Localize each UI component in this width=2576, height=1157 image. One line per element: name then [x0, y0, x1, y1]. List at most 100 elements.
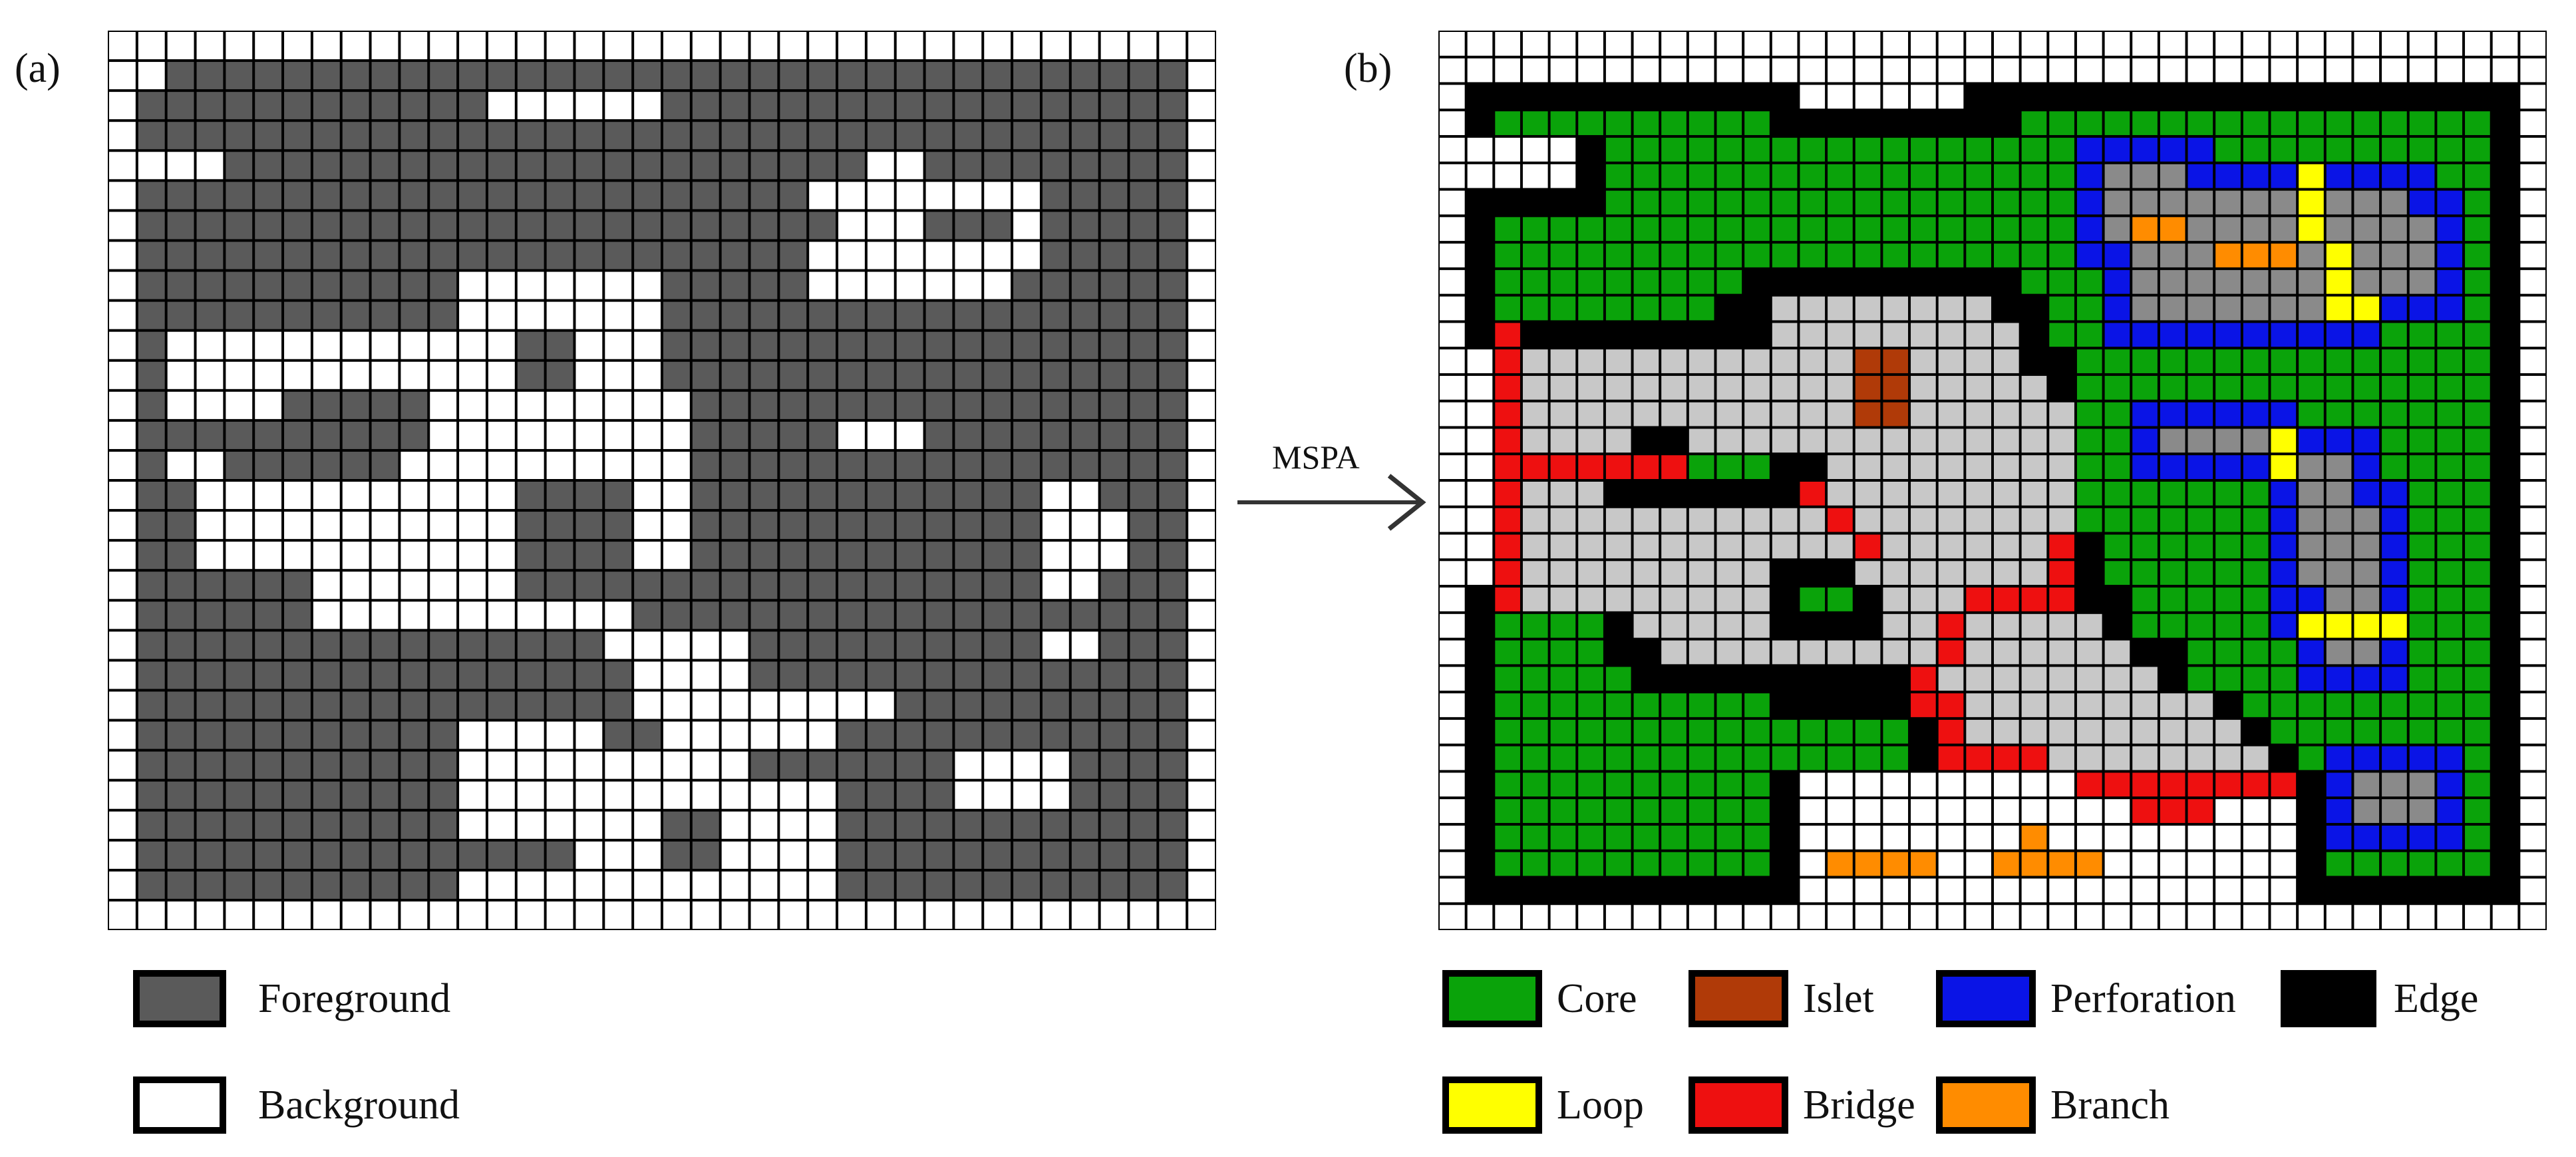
grid-cell	[955, 271, 982, 299]
grid-cell	[371, 691, 399, 719]
grid-cell	[2326, 613, 2352, 638]
grid-cell	[430, 391, 457, 419]
grid-cell	[196, 92, 224, 120]
grid-cell	[2492, 719, 2518, 744]
grid-cell	[2382, 799, 2407, 823]
grid-cell	[1495, 508, 1520, 532]
grid-cell	[692, 841, 719, 869]
grid-cell	[1495, 719, 1520, 744]
grid-cell	[2465, 217, 2490, 242]
grid-cell	[1188, 631, 1215, 659]
grid-cell	[1661, 164, 1687, 188]
grid-cell	[342, 242, 369, 269]
grid-cell	[2132, 375, 2158, 400]
grid-cell	[546, 542, 573, 570]
grid-cell	[1013, 841, 1040, 869]
grid-cell	[109, 811, 136, 839]
grid-cell	[1440, 58, 1465, 83]
grid-cell	[2104, 455, 2130, 479]
grid-cell	[721, 451, 748, 479]
grid-cell	[1467, 111, 1493, 136]
grid-cell	[1495, 455, 1520, 479]
grid-cell	[488, 631, 515, 659]
grid-cell	[1828, 323, 1853, 347]
grid-cell	[1578, 164, 1603, 188]
grid-cell	[2049, 58, 2074, 83]
grid-cell	[692, 271, 719, 299]
grid-cell	[663, 482, 690, 510]
grid-cell	[2215, 428, 2241, 453]
grid-cell	[109, 841, 136, 869]
grid-cell	[401, 691, 428, 719]
grid-cell	[2132, 84, 2158, 109]
foreground-background-grid	[108, 31, 1216, 930]
grid-cell	[809, 182, 836, 210]
grid-cell	[2021, 190, 2047, 215]
grid-cell	[1800, 799, 1826, 823]
grid-cell	[2187, 693, 2213, 717]
grid-cell	[1042, 781, 1069, 809]
grid-cell	[2160, 138, 2185, 162]
grid-cell	[1188, 391, 1215, 419]
grid-cell	[1800, 217, 1826, 242]
grid-cell	[1883, 375, 1909, 400]
grid-cell	[1550, 693, 1576, 717]
grid-cell	[1744, 482, 1770, 506]
grid-cell	[2299, 508, 2324, 532]
grid-cell	[2354, 217, 2380, 242]
grid-cell	[2215, 878, 2241, 903]
grid-cell	[1100, 482, 1128, 510]
grid-cell	[1042, 242, 1069, 269]
grid-cell	[1966, 825, 1991, 850]
grid-cell	[1495, 667, 1520, 691]
grid-cell	[1966, 508, 1991, 532]
grid-cell	[2354, 455, 2380, 479]
grid-cell	[575, 901, 603, 929]
grid-cell	[2437, 534, 2463, 559]
grid-cell	[1938, 217, 1964, 242]
grid-cell	[2437, 32, 2463, 56]
grid-cell	[2160, 534, 2185, 559]
grid-cell	[1994, 296, 2019, 321]
grid-cell	[1578, 640, 1603, 665]
grid-cell	[1071, 361, 1098, 389]
grid-cell	[1994, 534, 2019, 559]
grid-cell	[867, 212, 894, 240]
grid-cell	[1013, 512, 1040, 540]
grid-cell	[2021, 296, 2047, 321]
grid-cell	[1938, 587, 1964, 611]
grid-cell	[2104, 244, 2130, 267]
grid-cell	[867, 781, 894, 809]
grid-cell	[809, 841, 836, 869]
grid-cell	[1522, 58, 1548, 83]
grid-cell	[1071, 811, 1098, 839]
grid-cell	[2354, 138, 2380, 162]
grid-cell	[2492, 534, 2518, 559]
grid-cell	[692, 451, 719, 479]
grid-cell	[1495, 84, 1520, 109]
grid-cell	[488, 32, 515, 60]
grid-cell	[1578, 138, 1603, 162]
grid-cell	[867, 601, 894, 629]
grid-cell	[1495, 561, 1520, 585]
grid-cell	[2409, 84, 2435, 109]
grid-cell	[1744, 217, 1770, 242]
grid-cell	[2409, 244, 2435, 267]
grid-cell	[1994, 825, 2019, 850]
grid-cell	[1550, 323, 1576, 347]
grid-cell	[1800, 508, 1826, 532]
grid-cell	[226, 182, 253, 210]
grid-cell	[605, 751, 632, 779]
grid-cell	[342, 841, 369, 869]
grid-cell	[2243, 482, 2269, 506]
grid-cell	[2104, 428, 2130, 453]
grid-cell	[663, 182, 690, 210]
grid-cell	[1689, 852, 1714, 876]
grid-cell	[1440, 799, 1465, 823]
grid-cell	[1661, 772, 1687, 797]
grid-cell	[1440, 217, 1465, 242]
grid-cell	[1938, 296, 1964, 321]
grid-cell	[925, 572, 953, 599]
grid-cell	[2520, 84, 2545, 109]
grid-cell	[925, 601, 953, 629]
